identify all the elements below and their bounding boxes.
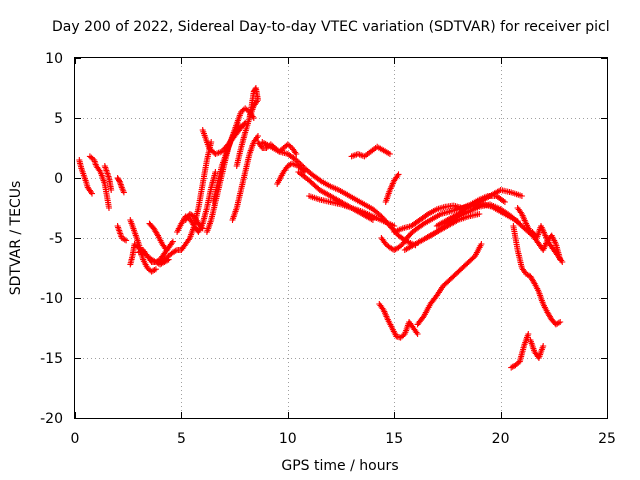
series-markers: [529, 223, 566, 265]
series-arc37: [527, 337, 547, 361]
series-markers: [510, 223, 564, 328]
chart-title: Day 200 of 2022, Sidereal Day-to-day VTE…: [52, 19, 610, 35]
series-markers: [199, 119, 249, 157]
grid: [75, 58, 607, 418]
y-axis-label: SDTVAR / TECUs: [8, 181, 24, 296]
series-arc12: [182, 211, 206, 232]
x-tick-label: 10: [279, 431, 297, 447]
series-markers: [114, 175, 127, 196]
series-markers: [433, 187, 525, 229]
series-arc9: [146, 220, 170, 253]
series-arc31: [376, 301, 421, 341]
x-tick-label: 20: [492, 431, 510, 447]
y-tick-label: 10: [45, 51, 63, 67]
series-markers: [527, 337, 547, 361]
series-arc32: [414, 241, 485, 328]
series-arc21: [274, 160, 308, 187]
y-tick-label: 5: [54, 111, 63, 127]
series-markers: [274, 160, 308, 187]
x-tick-labels: 0 5 10 15 20 25: [71, 431, 616, 447]
series-arc30: [433, 187, 525, 229]
x-tick-label: 15: [385, 431, 403, 447]
series-markers: [376, 301, 421, 341]
series-arc25: [382, 171, 402, 205]
series-markers: [382, 171, 402, 205]
y-tick-label: -15: [40, 351, 63, 367]
y-tick-label: -10: [40, 291, 63, 307]
series-arc35: [529, 223, 566, 265]
x-tick-label: 0: [71, 431, 80, 447]
series-arc1: [76, 157, 95, 197]
x-tick-label: 25: [598, 431, 616, 447]
series-arc36: [508, 331, 532, 371]
series-markers: [508, 331, 532, 371]
series-arc4: [114, 175, 127, 196]
series-markers: [414, 241, 485, 328]
axis-ticks: [75, 58, 608, 419]
series-markers: [76, 157, 95, 197]
series-markers: [348, 143, 393, 160]
y-tick-label: 0: [54, 171, 63, 187]
series-markers: [229, 133, 261, 223]
series-markers: [146, 220, 170, 253]
series-arc33: [510, 223, 564, 328]
x-tick-label: 5: [177, 431, 186, 447]
series-arc5: [114, 223, 130, 244]
series-arc2: [86, 153, 112, 211]
y-tick-label: -5: [49, 231, 63, 247]
plot-frame: [74, 57, 608, 419]
series-arc3: [101, 163, 115, 193]
series-arc24: [348, 143, 393, 160]
x-axis-label: GPS time / hours: [281, 458, 398, 474]
y-tick-labels: 10 5 0 -5 -10 -15 -20: [40, 51, 63, 427]
series-markers: [182, 211, 206, 232]
series-arc16: [229, 133, 261, 223]
y-tick-label: -20: [40, 411, 63, 427]
series-markers: [306, 193, 398, 229]
series-arc18: [246, 85, 261, 121]
series-markers: [86, 153, 112, 211]
series-markers: [114, 223, 130, 244]
data-marks: [76, 85, 566, 371]
series-arc15: [199, 119, 249, 157]
series-arc23: [306, 193, 398, 229]
